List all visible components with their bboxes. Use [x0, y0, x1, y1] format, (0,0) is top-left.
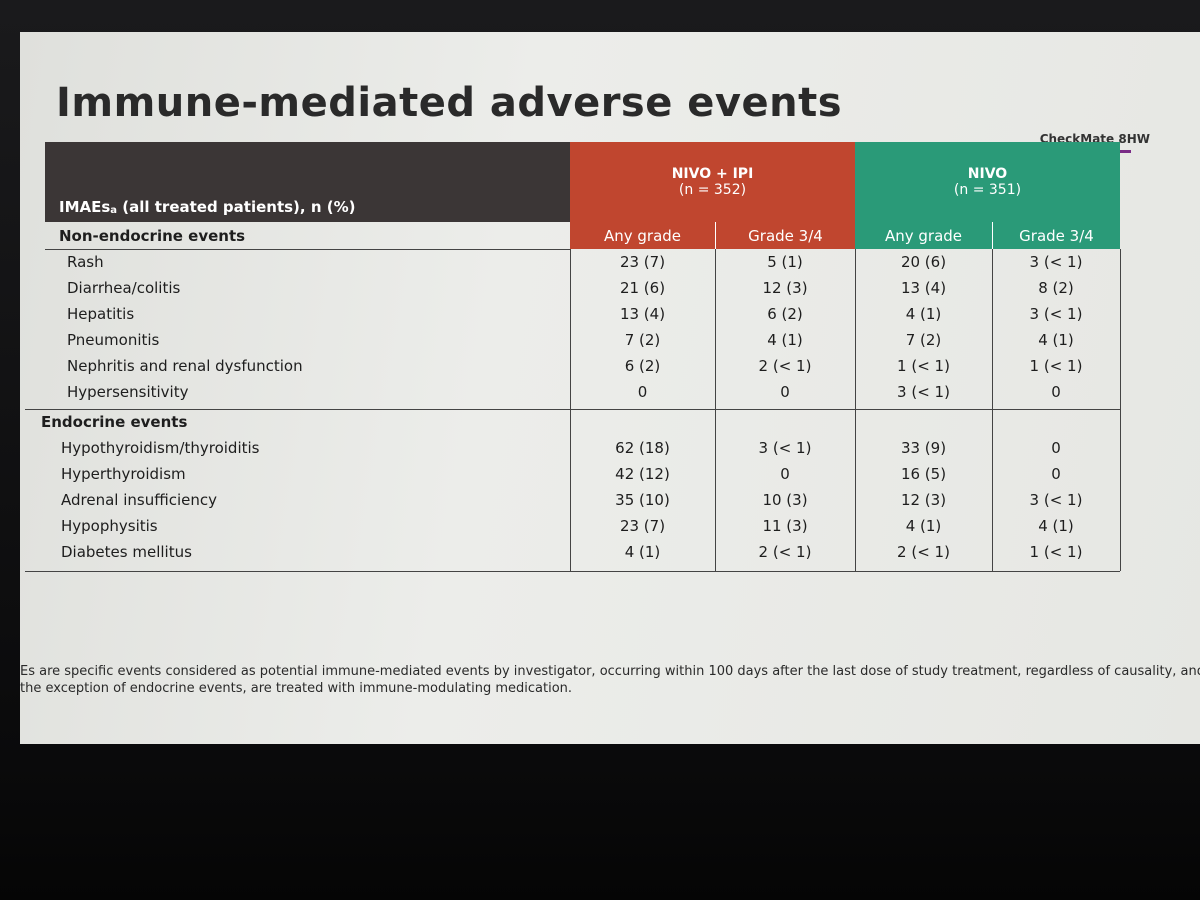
event-label: Adrenal insufficiency: [61, 491, 217, 509]
value-cell: 3 (< 1): [1029, 253, 1083, 271]
value-cell: 6 (2): [767, 305, 803, 323]
event-label: Diarrhea/colitis: [67, 279, 181, 297]
event-label: Pneumonitis: [67, 331, 160, 349]
section-label: Non-endocrine events: [59, 226, 246, 245]
column-header: Any grade: [570, 222, 715, 249]
event-label: Diabetes mellitus: [61, 543, 192, 561]
footnote-line: the exception of endocrine events, are t…: [20, 681, 573, 696]
table-bottom: [25, 571, 1120, 572]
value-cell: 23 (7): [619, 253, 666, 271]
value-cell: 0: [1051, 439, 1061, 457]
value-cell: 3 (< 1): [758, 439, 812, 457]
value-cell: 0: [637, 383, 648, 401]
value-cell: 62 (18): [615, 439, 670, 457]
value-cell: 2 (< 1): [758, 543, 812, 561]
value-cell: 16 (5): [900, 465, 947, 483]
value-cell: 0: [780, 465, 790, 483]
value-cell: 4 (1): [1038, 517, 1074, 535]
value-cell: 11 (3): [762, 517, 808, 535]
value-cell: 0: [1051, 465, 1061, 483]
group-name: NIVO + IPI: [671, 166, 754, 182]
event-label: Rash: [67, 253, 104, 271]
column-rule: [992, 249, 993, 571]
group-n: (n = 351): [953, 182, 1022, 198]
group-name: NIVO: [967, 166, 1008, 182]
value-cell: 21 (6): [619, 279, 666, 297]
group-header: NIVO + IPI (n = 352): [570, 142, 855, 222]
value-cell: 7 (2): [905, 331, 942, 349]
value-cell: 4 (1): [905, 305, 942, 323]
slide: Immune-mediated adverse events CheckMate…: [20, 32, 1200, 744]
column-rule: [715, 249, 716, 571]
value-cell: 3 (< 1): [897, 383, 950, 401]
value-cell: 23 (7): [619, 517, 666, 535]
value-cell: 13 (4): [619, 305, 666, 323]
value-cell: 0: [780, 383, 790, 401]
event-label: Hypophysitis: [61, 517, 158, 535]
group-header: NIVO (n = 351): [855, 142, 1120, 222]
value-cell: 12 (3): [762, 279, 808, 297]
value-cell: 7 (2): [624, 331, 661, 349]
footnote-line: Es are specific events considered as pot…: [20, 664, 1200, 679]
column-header: Grade 3/4: [992, 222, 1120, 249]
event-label: Hyperthyroidism: [61, 465, 186, 483]
section-label: Endocrine events: [41, 413, 188, 431]
column-rule: [855, 249, 856, 571]
value-cell: 1 (< 1): [897, 357, 950, 375]
value-cell: 13 (4): [900, 279, 947, 297]
column-header: Any grade: [855, 222, 992, 249]
value-cell: 1 (< 1): [1029, 357, 1083, 375]
value-cell: 20 (6): [900, 253, 947, 271]
value-cell: 4 (1): [767, 331, 803, 349]
value-cell: 10 (3): [762, 491, 808, 509]
value-cell: 35 (10): [615, 491, 670, 509]
header-rule: [45, 249, 570, 250]
value-cell: 42 (12): [615, 465, 670, 483]
event-label: Hypothyroidism/thyroiditis: [61, 439, 260, 457]
footnote-marker: a: [110, 205, 118, 216]
section-rule: [25, 409, 1120, 410]
value-cell: 2 (< 1): [897, 543, 950, 561]
column-header: Grade 3/4: [715, 222, 855, 249]
corner-header: IMAEs a (all treated patients), n (%): [45, 142, 570, 222]
value-cell: 12 (3): [900, 491, 947, 509]
corner-text: IMAEs: [59, 198, 111, 216]
value-cell: 1 (< 1): [1029, 543, 1083, 561]
value-cell: 6 (2): [624, 357, 661, 375]
corner-rest: (all treated patients), n (%): [117, 198, 356, 216]
value-cell: 8 (2): [1038, 279, 1074, 297]
value-cell: 4 (1): [1038, 331, 1074, 349]
event-label: Hepatitis: [67, 305, 135, 323]
value-cell: 5 (1): [767, 253, 803, 271]
value-cell: 2 (< 1): [758, 357, 812, 375]
event-label: Hypersensitivity: [67, 383, 189, 401]
value-cell: 33 (9): [900, 439, 947, 457]
slide-title: Immune-mediated adverse events: [56, 80, 843, 126]
value-cell: 3 (< 1): [1029, 305, 1083, 323]
group-n: (n = 352): [678, 182, 747, 198]
value-cell: 0: [1051, 383, 1061, 401]
event-label: Nephritis and renal dysfunction: [67, 357, 303, 375]
value-cell: 3 (< 1): [1029, 491, 1083, 509]
value-cell: 4 (1): [624, 543, 661, 561]
column-rule: [1120, 249, 1121, 571]
value-cell: 4 (1): [905, 517, 942, 535]
column-rule: [570, 249, 571, 571]
